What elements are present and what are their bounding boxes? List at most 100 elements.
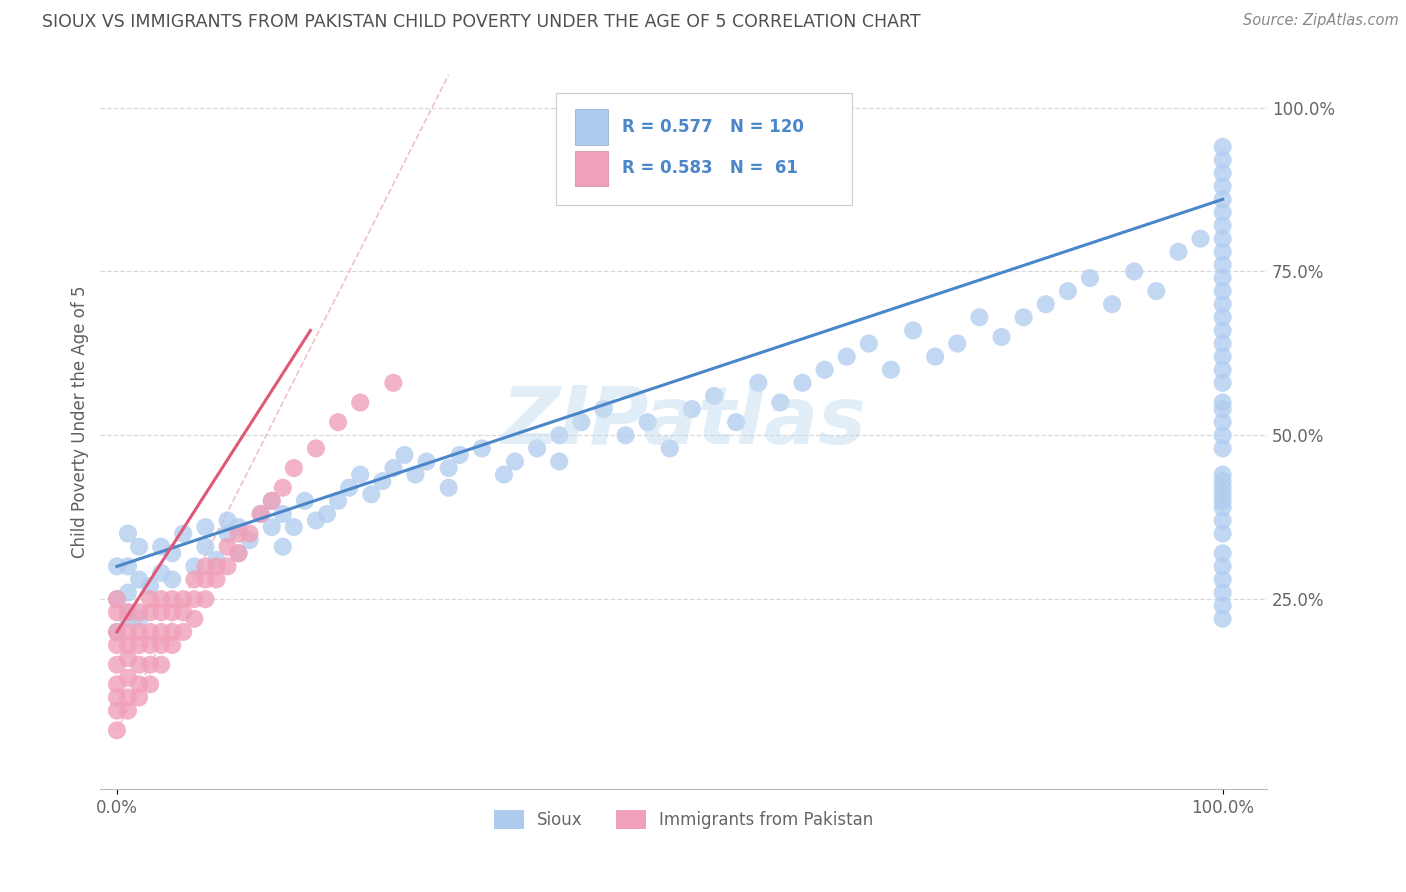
Point [1212,192,1234,206]
Point [128,657,150,672]
Point [394,448,416,462]
Point [382,461,405,475]
Point [1212,546,1234,560]
Point [139,592,162,607]
Point [415,454,437,468]
Point [503,454,526,468]
Point [128,624,150,639]
Point [592,402,614,417]
Point [437,481,460,495]
Point [105,624,128,639]
Point [569,415,592,429]
Point [1212,140,1234,154]
Point [337,481,360,495]
Point [449,448,471,462]
Point [316,507,339,521]
Point [139,605,162,619]
Point [1212,428,1234,442]
Point [105,592,128,607]
Point [139,677,162,691]
Point [183,573,205,587]
Point [172,592,194,607]
Text: ZIPatlas: ZIPatlas [501,384,866,461]
Point [1212,585,1234,599]
Point [405,467,427,482]
Point [792,376,814,390]
Point [526,442,548,456]
Point [117,585,139,599]
Point [1212,336,1234,351]
Point [1212,612,1234,626]
Text: SIOUX VS IMMIGRANTS FROM PAKISTAN CHILD POVERTY UNDER THE AGE OF 5 CORRELATION C: SIOUX VS IMMIGRANTS FROM PAKISTAN CHILD … [42,13,921,31]
Y-axis label: Child Poverty Under the Age of 5: Child Poverty Under the Age of 5 [72,286,89,558]
Text: Source: ZipAtlas.com: Source: ZipAtlas.com [1243,13,1399,29]
Point [326,493,349,508]
Point [183,559,205,574]
Point [228,546,250,560]
Point [128,605,150,619]
Point [150,566,173,580]
Point [1212,232,1234,246]
Point [371,474,394,488]
Point [1212,323,1234,337]
Point [1078,271,1101,285]
Point [217,559,239,574]
Point [349,467,371,482]
Point [1212,244,1234,259]
Point [1212,500,1234,515]
Point [139,624,162,639]
Point [1212,179,1234,194]
Point [769,395,792,409]
Point [117,605,139,619]
Point [835,350,858,364]
Point [1212,271,1234,285]
Point [1144,284,1167,298]
Point [205,553,228,567]
Point [105,704,128,718]
Point [1212,219,1234,233]
Point [183,592,205,607]
Point [249,507,271,521]
Point [1212,493,1234,508]
Point [128,677,150,691]
Point [725,415,748,429]
Point [283,520,305,534]
Point [260,520,283,534]
Point [117,605,139,619]
Point [1212,350,1234,364]
Point [548,428,571,442]
Point [217,526,239,541]
Point [747,376,769,390]
Point [294,493,316,508]
Point [117,671,139,685]
Point [160,624,183,639]
Point [172,624,194,639]
Point [1212,363,1234,377]
Point [105,657,128,672]
Point [614,428,637,442]
Point [1057,284,1080,298]
Point [217,540,239,554]
Point [305,442,328,456]
Point [150,592,173,607]
Point [150,657,173,672]
Point [305,514,328,528]
Point [1212,526,1234,541]
Point [360,487,382,501]
Point [326,415,349,429]
Point [117,559,139,574]
Point [283,461,305,475]
Point [183,612,205,626]
Point [260,493,283,508]
Point [969,310,991,325]
Point [239,533,262,548]
Point [1212,376,1234,390]
Point [1212,573,1234,587]
Point [1212,559,1234,574]
Point [880,363,903,377]
Point [1212,487,1234,501]
Point [150,605,173,619]
Point [150,624,173,639]
Point [160,546,183,560]
Point [105,690,128,705]
